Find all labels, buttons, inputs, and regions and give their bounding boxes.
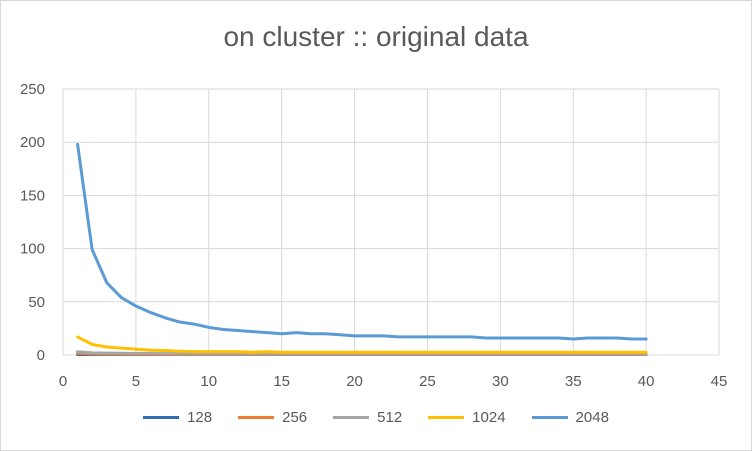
y-tick-label: 100	[20, 241, 45, 258]
chart-title: on cluster :: original data	[223, 21, 529, 52]
legend-swatch	[333, 416, 370, 419]
legend-swatch	[238, 416, 275, 419]
x-tick-label: 5	[132, 373, 140, 390]
series-line-2048	[76, 142, 648, 341]
y-tick-label: 150	[20, 187, 45, 204]
legend-label: 128	[187, 409, 213, 426]
x-tick-label: 15	[273, 373, 290, 390]
legend-label: 512	[377, 409, 403, 426]
series-line-1024	[76, 335, 648, 354]
x-tick-label: 35	[565, 373, 582, 390]
plot-area: 0 5 10 15 20 25 30 35 40 45 0 50 100 150 200 250	[20, 81, 728, 390]
x-tick-label: 25	[419, 373, 436, 390]
legend-item-128: 128	[143, 409, 212, 426]
x-tick-label: 40	[638, 373, 655, 390]
legend-label: 2048	[575, 409, 609, 426]
series-line-512	[76, 350, 648, 356]
legend-swatch	[531, 416, 568, 419]
legend-item-2048: 2048	[531, 409, 609, 426]
legend-item-256: 256	[238, 409, 307, 426]
legend-swatch	[428, 416, 465, 419]
legend-swatch	[143, 416, 180, 419]
legend: 128 256 512 1024 2048	[1, 409, 751, 426]
legend-item-1024: 1024	[428, 409, 506, 426]
legend-label: 1024	[472, 409, 506, 426]
x-tick-label: 30	[492, 373, 509, 390]
x-tick-label: 20	[346, 373, 363, 390]
legend-label: 256	[282, 409, 308, 426]
x-tick-label: 0	[59, 373, 67, 390]
x-tick-label: 45	[711, 373, 728, 390]
legend-item-512: 512	[333, 409, 402, 426]
y-tick-label: 0	[37, 347, 45, 364]
y-tick-label: 50	[28, 294, 45, 311]
y-tick-label: 200	[20, 134, 45, 151]
y-tick-label: 250	[20, 81, 45, 98]
x-tick-label: 10	[200, 373, 217, 390]
